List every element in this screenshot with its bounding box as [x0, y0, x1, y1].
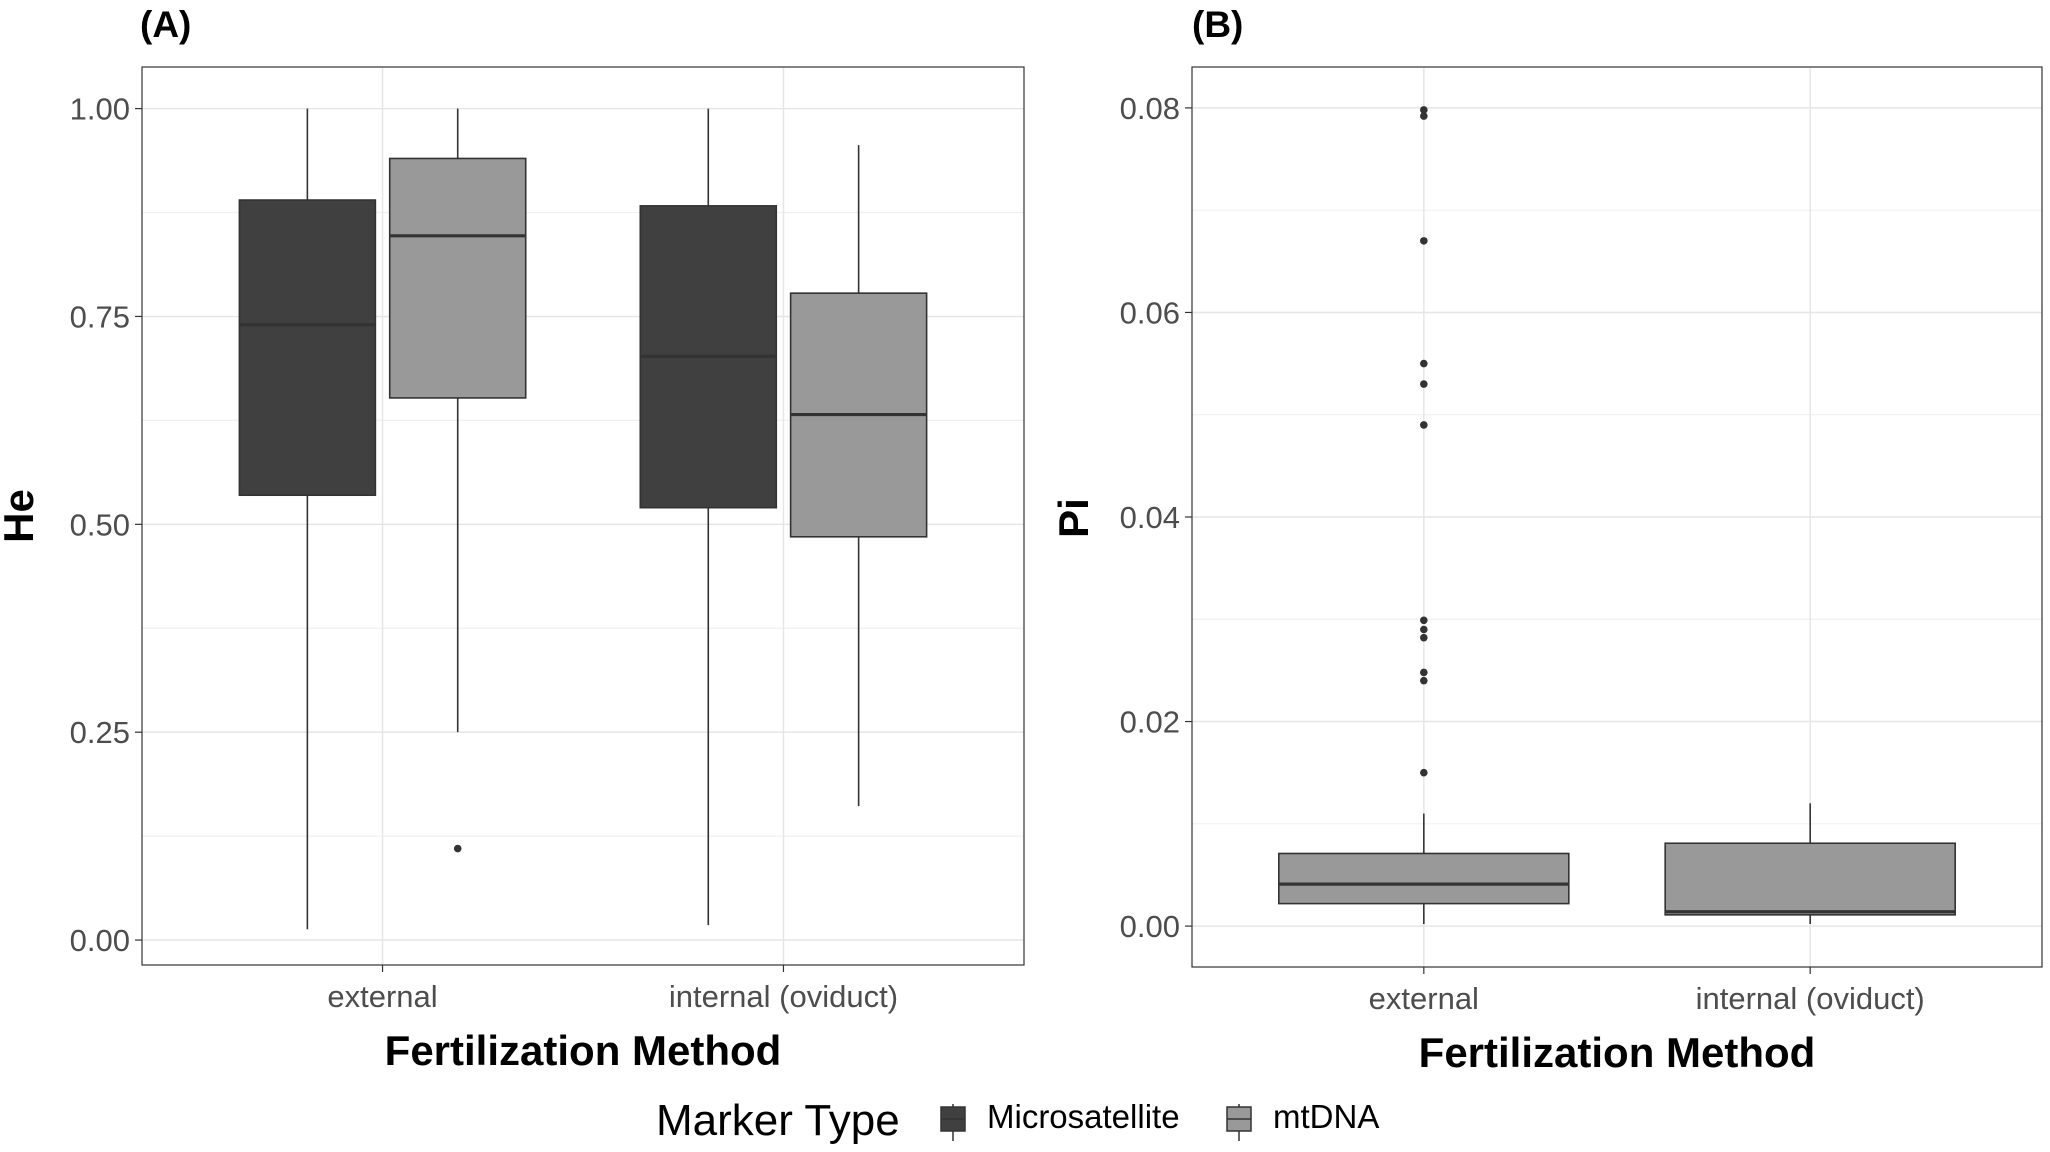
y-tick-label: 0.75 [70, 299, 130, 334]
legend-label-mtdna: mtDNA [1273, 1098, 1379, 1135]
y-tick-label: 0.00 [70, 923, 130, 958]
box-mtdna-external [388, 108, 527, 853]
panel-b-gridlines [1192, 67, 2042, 967]
box-microsatellite-external [238, 108, 377, 930]
legend-title: Marker Type [656, 1096, 900, 1145]
panel-a-y-ticks: 0.00 0.25 0.50 0.75 1.00 [70, 92, 142, 958]
y-tick-label: 0.50 [70, 507, 130, 542]
legend: Marker Type Microsatellite mtDNA [656, 1096, 1379, 1145]
panel-b-x-ticks: external internal (oviduct) [1369, 967, 1925, 1016]
panel-a-border [141, 66, 1025, 966]
x-tick-label: external [327, 979, 437, 1014]
panel-a-y-axis-title: He [0, 489, 42, 543]
panel-b-x-axis-title: Fertilization Method [1419, 1029, 1816, 1076]
box-body [238, 199, 377, 497]
legend-label-microsatellite: Microsatellite [987, 1098, 1180, 1135]
outlier-point [1420, 625, 1428, 634]
outlier-point [1420, 668, 1428, 677]
legend-item-mtdna: mtDNA [1226, 1098, 1379, 1141]
y-tick-label: 0.25 [70, 715, 130, 750]
panel-b: (B) 0.00 0.02 0.04 0.06 0.08 external interna… [1050, 4, 2043, 1076]
x-tick-label: external [1369, 981, 1479, 1016]
panel-a-label: (A) [140, 4, 191, 45]
panel-b-boxes [1278, 106, 1956, 925]
outlier-point [453, 844, 462, 853]
y-tick-label: 0.04 [1120, 500, 1180, 535]
outlier-point [1420, 237, 1428, 245]
panel-b-y-axis-title: Pi [1050, 498, 1097, 538]
x-tick-label: internal (oviduct) [669, 979, 898, 1014]
outlier-point [1420, 421, 1428, 429]
y-tick-label: 1.00 [70, 92, 130, 127]
x-tick-label: internal (oviduct) [1696, 981, 1925, 1016]
panel-b-y-ticks: 0.00 0.02 0.04 0.06 0.08 [1120, 91, 1192, 944]
outlier-point [1420, 359, 1428, 368]
y-tick-label: 0.06 [1120, 295, 1180, 330]
box-body [1664, 842, 1956, 916]
y-tick-label: 0.08 [1120, 91, 1180, 126]
y-tick-label: 0.00 [1120, 909, 1180, 944]
panel-a: (A) 0.00 0.25 0.50 0.75 1.00 external interna… [0, 4, 1025, 1074]
outlier-point [1420, 112, 1428, 120]
panel-a-x-axis-title: Fertilization Method [385, 1027, 782, 1074]
outlier-point [1420, 616, 1428, 625]
box-body [388, 157, 527, 399]
box-microsatellite-internal-oviduct [639, 108, 778, 926]
outlier-point [1420, 633, 1428, 642]
panel-b-label: (B) [1192, 4, 1243, 45]
box-mtdna-external [1278, 106, 1570, 925]
box-mtdna-internal-oviduct [789, 145, 928, 807]
outlier-point [1420, 380, 1428, 388]
outlier-point [1420, 676, 1428, 685]
outlier-point [1420, 768, 1428, 777]
y-tick-label: 0.02 [1120, 705, 1180, 740]
legend-item-microsatellite: Microsatellite [940, 1098, 1180, 1141]
panel-a-x-ticks: external internal (oviduct) [327, 965, 898, 1014]
box-mtdna-internal-oviduct [1664, 803, 1956, 925]
panel-a-boxes [238, 108, 928, 930]
outlier-point [1420, 106, 1428, 114]
box-body [1278, 852, 1570, 905]
